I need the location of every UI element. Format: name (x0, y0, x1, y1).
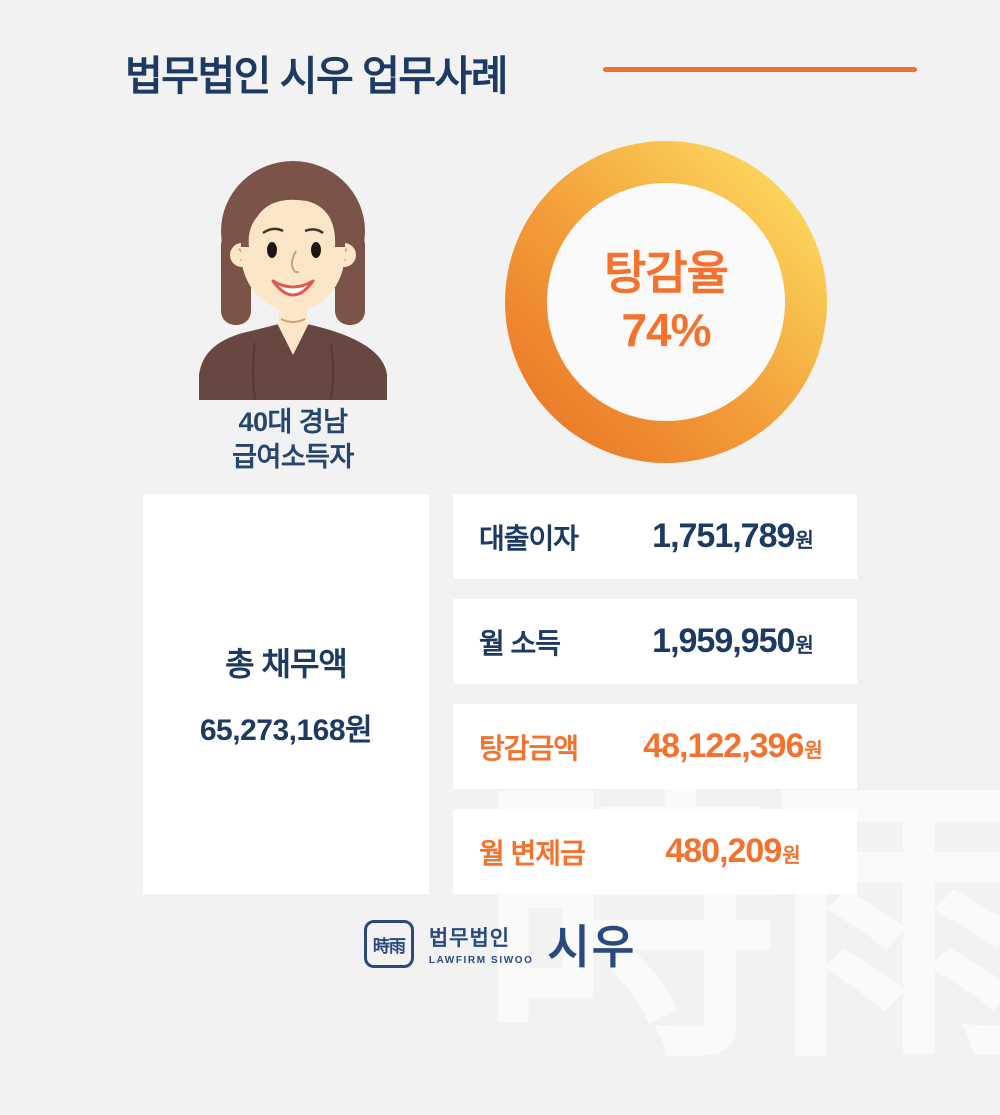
row-label: 월 소득 (479, 627, 561, 659)
lawfirm-name-english: LAWFIRM SIWOO (428, 955, 534, 966)
row-unit: 원 (795, 530, 814, 552)
row-label: 탕감금액 (479, 732, 579, 764)
row-value: 1,751,789원 (631, 517, 857, 556)
woman-avatar-illustration (199, 161, 387, 400)
row-amount: 1,751,789 (652, 517, 795, 555)
lawfirm-name-korean: 시우 (547, 921, 637, 973)
client-description-line1: 40대 경남 (238, 407, 348, 437)
figure-row-loan-interest: 대출이자 1,751,789원 (453, 494, 857, 579)
lawfirm-logo-text: 법무법인 LAWFIRM SIWOO (429, 922, 534, 966)
row-value: 48,122,396원 (631, 727, 857, 766)
lawfirm-logo-mark: 時雨 (363, 920, 414, 968)
row-label: 월 변제금 (479, 837, 586, 869)
row-unit: 원 (782, 845, 801, 867)
row-amount: 48,122,396 (643, 727, 804, 765)
row-amount: 480,209 (665, 832, 782, 870)
title-accent-line (603, 67, 917, 72)
row-label: 대출이자 (479, 522, 579, 554)
row-unit: 원 (795, 635, 814, 657)
lawfirm-type-korean: 법무법인 (428, 927, 511, 950)
client-description-line2: 급여소득자 (232, 442, 354, 472)
row-amount: 1,959,950 (652, 622, 795, 660)
row-value: 480,209원 (631, 832, 857, 871)
row-value: 1,959,950원 (631, 622, 857, 661)
donut-center-value: 74% (621, 304, 711, 356)
client-avatar (195, 143, 391, 400)
total-debt-label: 총 채무액 (225, 646, 348, 682)
total-debt-card: 총 채무액 65,273,168원 (143, 494, 429, 894)
lawfirm-logo: 時雨 법무법인 LAWFIRM SIWOO 시우 (0, 914, 1000, 974)
figure-row-monthly-repayment: 월 변제금 480,209원 (453, 809, 857, 894)
donut-center: 탕감율 74% (547, 183, 785, 421)
figure-row-monthly-income: 월 소득 1,959,950원 (453, 599, 857, 684)
total-debt-value: 65,273,168원 (199, 714, 373, 747)
figure-row-relief-amount: 탕감금액 48,122,396원 (453, 704, 857, 789)
lawfirm-logo-mark-text: 時雨 (372, 936, 406, 956)
page-title: 법무법인 시우 업무사례 (125, 53, 508, 99)
client-description: 40대 경남 급여소득자 (143, 405, 443, 475)
row-unit: 원 (804, 740, 823, 762)
donut-center-label: 탕감율 (604, 247, 729, 299)
relief-rate-donut-chart: 탕감율 74% (505, 141, 827, 463)
